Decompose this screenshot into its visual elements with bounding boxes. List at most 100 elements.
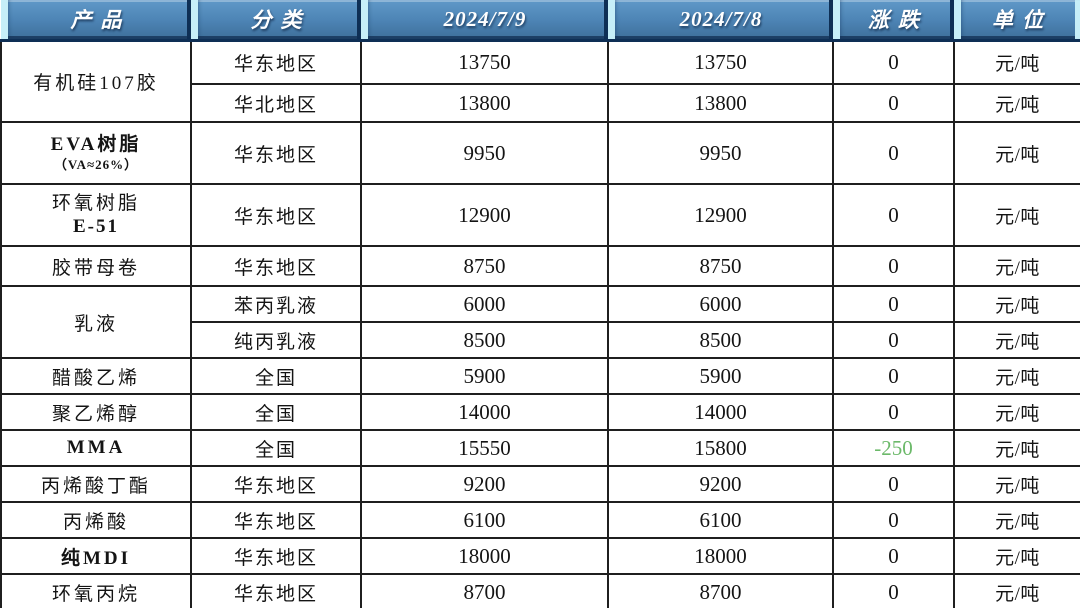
header-unit: 单位 — [954, 0, 1080, 42]
table-row: 丙烯酸丁酯 华东地区 9200 9200 0 元/吨 — [0, 465, 1080, 503]
cell-category: 华东地区 — [190, 39, 362, 85]
cell-price-0708: 6000 — [607, 285, 834, 323]
product-name: EVA树脂 — [50, 134, 142, 156]
cell-product: 聚乙烯醇 — [0, 393, 192, 431]
product-grade: E-51 — [73, 215, 119, 237]
cell-change: 0 — [832, 321, 955, 359]
cell-unit: 元/吨 — [953, 83, 1080, 123]
cell-price-0708: 5900 — [607, 357, 834, 395]
cell-category: 全国 — [190, 357, 362, 395]
cell-change: 0 — [832, 573, 955, 608]
cell-price-0709: 13750 — [360, 39, 609, 85]
product-note: （VA≈26%） — [53, 157, 139, 173]
cell-price-0709: 8750 — [360, 245, 609, 287]
table-row: 乳液 苯丙乳液 6000 6000 0 元/吨 — [0, 285, 1080, 359]
cell-category: 华东地区 — [190, 183, 362, 247]
product-name: 环氧树脂 — [51, 193, 140, 215]
cell-category: 华东地区 — [190, 245, 362, 287]
cell-unit: 元/吨 — [953, 183, 1080, 247]
header-date-0708: 2024/7/8 — [608, 0, 833, 42]
cell-category: 华东地区 — [190, 501, 362, 539]
cell-category: 华东地区 — [190, 121, 362, 185]
cell-price-0708: 15800 — [607, 429, 834, 467]
cell-unit: 元/吨 — [953, 429, 1080, 467]
cell-price-0708: 8750 — [607, 245, 834, 287]
cell-price-0709: 9950 — [360, 121, 609, 185]
table-row: 纯丙乳液 8500 8500 0 元/吨 — [1, 321, 1080, 359]
table-row: EVA树脂 （VA≈26%） 华东地区 9950 9950 0 元/吨 — [0, 121, 1080, 185]
table-row: 丙烯酸 华东地区 6100 6100 0 元/吨 — [0, 501, 1080, 539]
cell-product: 有机硅107胶 — [0, 39, 192, 123]
header-category: 分类 — [191, 0, 361, 42]
cell-category: 华东地区 — [190, 465, 362, 503]
cell-change: 0 — [832, 39, 955, 85]
cell-unit: 元/吨 — [953, 537, 1080, 575]
cell-category: 纯丙乳液 — [190, 321, 362, 359]
cell-unit: 元/吨 — [953, 121, 1080, 185]
header-change: 涨跌 — [833, 0, 954, 42]
cell-product: 丙烯酸丁酯 — [0, 465, 192, 503]
table-row: 胶带母卷 华东地区 8750 8750 0 元/吨 — [0, 245, 1080, 287]
cell-price-0709: 14000 — [360, 393, 609, 431]
cell-product: 环氧丙烷 — [0, 573, 192, 608]
table-row: 醋酸乙烯 全国 5900 5900 0 元/吨 — [0, 357, 1080, 395]
cell-unit: 元/吨 — [953, 321, 1080, 359]
cell-change: 0 — [832, 285, 955, 323]
cell-change: 0 — [832, 121, 955, 185]
table-header: 产品 分类 2024/7/9 2024/7/8 涨跌 单位 — [1, 0, 1080, 42]
cell-product: 丙烯酸 — [0, 501, 192, 539]
cell-price-0708: 13800 — [607, 83, 834, 123]
cell-category: 全国 — [190, 429, 362, 467]
cell-price-0709: 13800 — [360, 83, 609, 123]
cell-change: 0 — [832, 393, 955, 431]
cell-change: 0 — [832, 465, 955, 503]
header-product: 产品 — [1, 0, 191, 42]
cell-price-0709: 6000 — [360, 285, 609, 323]
table-row: 环氧树脂 E-51 华东地区 12900 12900 0 元/吨 — [0, 183, 1080, 247]
cell-category: 全国 — [190, 393, 362, 431]
cell-unit: 元/吨 — [953, 285, 1080, 323]
cell-change: 0 — [832, 245, 955, 287]
cell-category: 华东地区 — [190, 537, 362, 575]
cell-unit: 元/吨 — [953, 393, 1080, 431]
cell-price-0708: 12900 — [607, 183, 834, 247]
table-row: MMA 全国 15550 15800 -250 元/吨 — [0, 429, 1080, 467]
cell-product: 环氧树脂 E-51 — [0, 183, 192, 247]
cell-price-0708: 18000 — [607, 537, 834, 575]
cell-price-0708: 8700 — [607, 573, 834, 608]
header-row: 产品 分类 2024/7/9 2024/7/8 涨跌 单位 — [1, 0, 1080, 42]
cell-price-0709: 8700 — [360, 573, 609, 608]
cell-price-0708: 9950 — [607, 121, 834, 185]
cell-change: 0 — [832, 537, 955, 575]
cell-product: MMA — [0, 429, 192, 467]
cell-change: 0 — [832, 183, 955, 247]
table-row: 环氧丙烷 华东地区 8700 8700 0 元/吨 — [0, 573, 1080, 608]
cell-price-0708: 14000 — [607, 393, 834, 431]
table-row: 华北地区 13800 13800 0 元/吨 — [1, 83, 1080, 123]
table-row: 纯MDI 华东地区 18000 18000 0 元/吨 — [0, 537, 1080, 575]
cell-price-0709: 9200 — [360, 465, 609, 503]
cell-price-0709: 8500 — [360, 321, 609, 359]
cell-product: EVA树脂 （VA≈26%） — [0, 121, 192, 185]
cell-change: -250 — [832, 429, 955, 467]
cell-price-0708: 8500 — [607, 321, 834, 359]
cell-unit: 元/吨 — [953, 39, 1080, 85]
cell-price-0708: 13750 — [607, 39, 834, 85]
table-body: 有机硅107胶 华东地区 13750 13750 0 元/吨 华北地区 1380… — [0, 39, 1080, 608]
cell-price-0709: 18000 — [360, 537, 609, 575]
cell-unit: 元/吨 — [953, 245, 1080, 287]
cell-price-0709: 5900 — [360, 357, 609, 395]
cell-price-0708: 9200 — [607, 465, 834, 503]
cell-category: 华北地区 — [190, 83, 362, 123]
cell-change: 0 — [832, 357, 955, 395]
cell-change: 0 — [832, 83, 955, 123]
cell-price-0709: 6100 — [360, 501, 609, 539]
cell-product: 胶带母卷 — [0, 245, 192, 287]
cell-product: 乳液 — [0, 285, 192, 359]
cell-price-0709: 12900 — [360, 183, 609, 247]
table-row: 有机硅107胶 华东地区 13750 13750 0 元/吨 — [0, 39, 1080, 123]
header-date-0709: 2024/7/9 — [361, 0, 608, 42]
cell-unit: 元/吨 — [953, 501, 1080, 539]
